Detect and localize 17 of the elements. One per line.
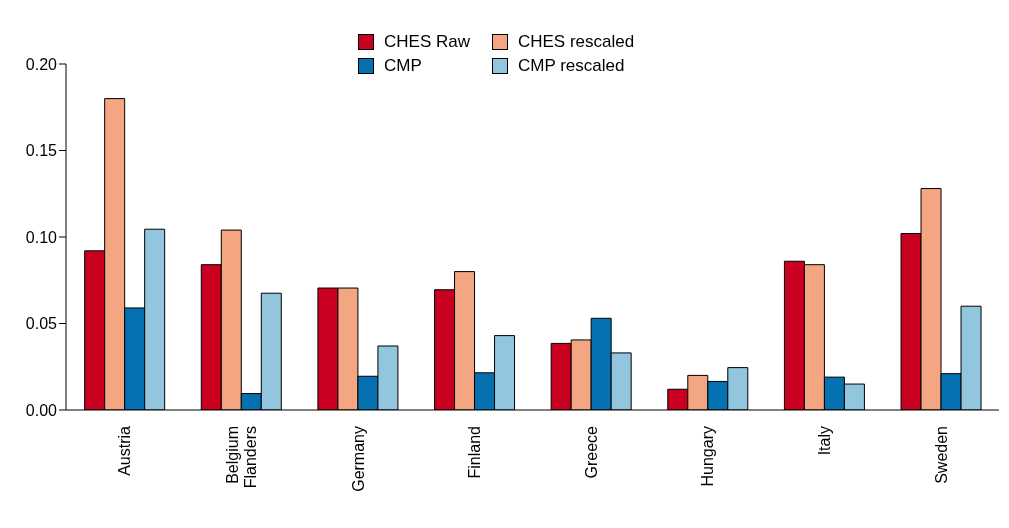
legend-label: CHES rescaled (517, 32, 635, 52)
x-tick-label: Sweden (932, 426, 950, 484)
y-tick-label: 0.00 (25, 401, 58, 419)
y-tick-label: 0.10 (25, 228, 58, 246)
x-tick-label: Belgium Flanders (223, 426, 259, 489)
x-tick-label: Italy (816, 426, 834, 456)
x-tick-label: Germany (349, 426, 367, 492)
x-tick-label: Austria (116, 425, 134, 476)
y-tick-label: 0.20 (25, 55, 58, 73)
y-tick-label: 0.15 (25, 142, 58, 160)
x-tick-label: Greece (582, 425, 600, 479)
y-tick-label: 0.05 (25, 315, 58, 333)
x-tick-label: Hungary (699, 426, 717, 487)
legend-label: CHES Raw (384, 32, 470, 52)
x-tick-label: Finland (466, 426, 484, 479)
legend-label: CMP (384, 56, 422, 76)
legend-label: CMP rescaled (517, 56, 625, 76)
